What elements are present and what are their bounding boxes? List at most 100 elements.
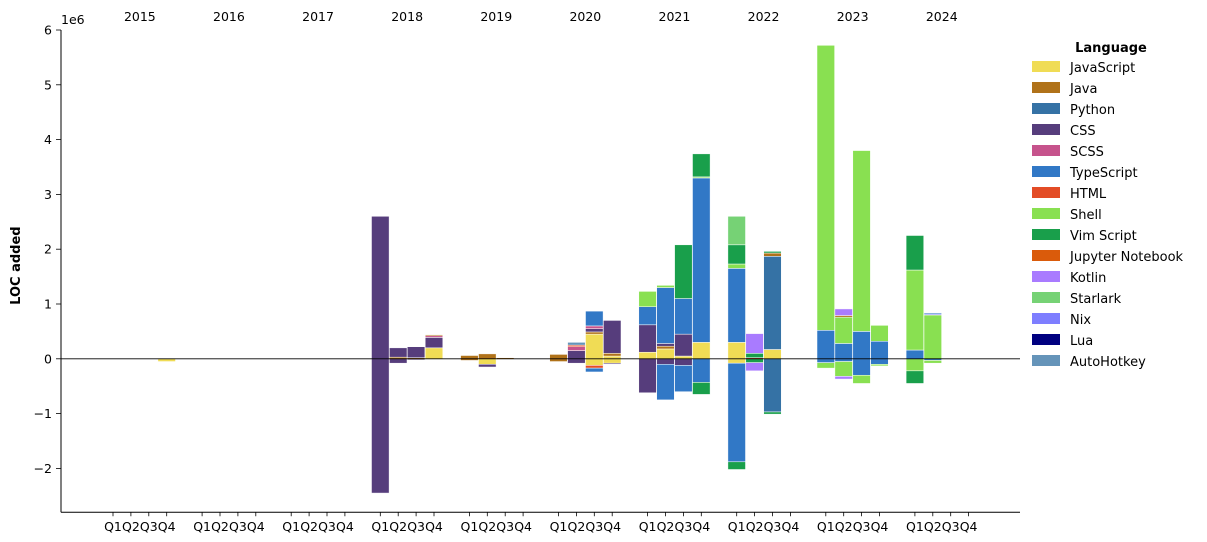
bar-segment-2021-q3-typescript [674, 365, 693, 392]
y-tick-label: −2 [34, 461, 52, 476]
bar-segment-2020-q4-css [603, 362, 622, 365]
x-tick-label-q3: Q3 [229, 519, 247, 534]
legend-label-python: Python [1070, 103, 1115, 118]
x-tick-label-q1: Q1 [817, 519, 835, 534]
x-tick-label-q3: Q3 [318, 519, 336, 534]
bar-segment-2021-q2-typescript [656, 287, 675, 344]
bar-segment-2019-q1-java [460, 355, 479, 360]
legend-swatch-jupyter-notebook [1032, 250, 1060, 261]
bar-segment-2020-q3-javascript [585, 333, 604, 360]
bar-segment-2018-q4-javascript [424, 347, 444, 360]
bar-segment-2018-q1-css [371, 358, 390, 494]
bar-segment-2024-q2-shell [923, 360, 942, 364]
x-tick-label-q1: Q1 [282, 519, 300, 534]
y-offset-label: 1e6 [61, 12, 85, 27]
bar-segment-2022-q3-java [763, 252, 782, 257]
bar-segment-2020-q3-typescript [585, 310, 604, 327]
bar-segment-2021-q3-javascript [674, 355, 693, 360]
bar-segment-2024-q1-vim-script [905, 370, 924, 384]
legend-swatch-nix [1032, 313, 1060, 324]
legend-swatch-kotlin [1032, 271, 1060, 282]
legend-label-javascript: JavaScript [1069, 61, 1135, 76]
year-label-2023: 2023 [837, 9, 869, 24]
bar-segment-2015-q4-javascript [157, 358, 176, 362]
bar-segment-2022-q2-vim-script [745, 358, 764, 363]
x-tick-label-q4: Q4 [336, 519, 354, 534]
year-label-2015: 2015 [124, 9, 156, 24]
bar-segment-2022-q2-kotlin [745, 362, 764, 372]
bar-segment-2023-q1-typescript [816, 330, 835, 360]
legend-swatch-python [1032, 103, 1060, 114]
x-tick-label-q3: Q3 [407, 519, 425, 534]
bar-segment-2022-q1-shell [727, 263, 746, 269]
legend-label-html: HTML [1070, 187, 1107, 202]
bar-segment-2022-q2-vim-script [745, 353, 764, 358]
x-tick-label-q2: Q2 [924, 519, 942, 534]
year-label-2020: 2020 [569, 9, 601, 24]
bar-segment-2021-q2-javascript [656, 348, 675, 360]
legend-label-kotlin: Kotlin [1070, 271, 1106, 286]
bar-segment-2023-q2-typescript [834, 358, 853, 362]
bar-segment-2022-q1-starlark [727, 216, 746, 246]
bar-segment-2023-q2-shell [834, 361, 853, 377]
bar-segment-2021-q3-typescript [674, 298, 693, 335]
legend-swatch-shell [1032, 208, 1060, 219]
bar-segment-2023-q2-typescript [834, 343, 853, 360]
bars [157, 45, 942, 494]
bar-segment-2022-q3-javascript [763, 349, 782, 360]
bar-segment-2023-q2-shell [834, 316, 853, 344]
x-tick-label-q2: Q2 [300, 519, 318, 534]
legend-label-jupyter-notebook: Jupyter Notebook [1069, 250, 1184, 265]
bar-segment-2020-q4-css [603, 320, 622, 354]
y-axis-label: LOC added [9, 226, 24, 304]
year-label-2018: 2018 [391, 9, 423, 24]
legend-swatch-typescript [1032, 166, 1060, 177]
bar-segment-2020-q2-autohotkey [567, 342, 586, 346]
x-tick-label-q3: Q3 [675, 519, 693, 534]
x-tick-label-q4: Q4 [247, 519, 265, 534]
x-tick-label-q1: Q1 [550, 519, 568, 534]
y-tick-label: 5 [44, 77, 52, 92]
legend-swatch-lua [1032, 334, 1060, 345]
bar-segment-2019-q2-javascript [478, 358, 497, 365]
bar-segment-2023-q4-typescript [870, 341, 889, 360]
bar-segment-2022-q2-kotlin [745, 333, 764, 354]
year-label-2019: 2019 [480, 9, 512, 24]
bar-segment-2021-q2-java [656, 345, 675, 350]
year-label-2024: 2024 [926, 9, 958, 24]
legend-swatch-javascript [1032, 61, 1060, 72]
x-tick-label-q4: Q4 [514, 519, 532, 534]
legend-label-css: CSS [1070, 124, 1096, 139]
x-tick-label-q3: Q3 [764, 519, 782, 534]
bar-segment-2021-q3-vim-script [674, 244, 693, 299]
legend-label-nix: Nix [1070, 313, 1091, 328]
bar-segment-2022-q1-vim-script [727, 461, 746, 470]
legend-swatch-autohotkey [1032, 355, 1060, 366]
bar-segment-2020-q3-css [585, 328, 604, 333]
bar-segment-2018-q3-css [407, 346, 426, 358]
bar-segment-2024-q2-shell [923, 314, 942, 360]
legend-swatch-scss [1032, 145, 1060, 156]
y-tick-label: −1 [34, 406, 52, 421]
bar-segment-2018-q4-java [424, 334, 444, 337]
bar-segment-2020-q4-javascript [603, 358, 622, 364]
bar-segment-2021-q2-shell [656, 285, 675, 288]
bar-segment-2021-q3-css [674, 333, 693, 357]
legend-label-java: Java [1069, 82, 1097, 97]
y-tick-label: 1 [44, 297, 52, 312]
legend-swatch-vim-script [1032, 229, 1060, 240]
bar-segment-2019-q2-java [478, 353, 497, 360]
year-labels: 2015 2016 2017 2018 2019 2020 2021 2022 2023 2024 [124, 9, 958, 24]
bar-segment-2021-q4-vim-script [692, 382, 711, 395]
bar-segment-2018-q2-css [389, 347, 408, 358]
legend-label-shell: Shell [1070, 208, 1102, 223]
bar-segment-2023-q3-typescript [852, 358, 871, 376]
bar-segment-2021-q3-css [674, 358, 693, 366]
bar-segment-2023-q3-shell [852, 150, 871, 332]
bar-segment-2024-q1-vim-script [905, 235, 924, 271]
x-tick-label-q2: Q2 [389, 519, 407, 534]
x-tick-label-q4: Q4 [960, 519, 978, 534]
x-tick-label-q2: Q2 [568, 519, 586, 534]
